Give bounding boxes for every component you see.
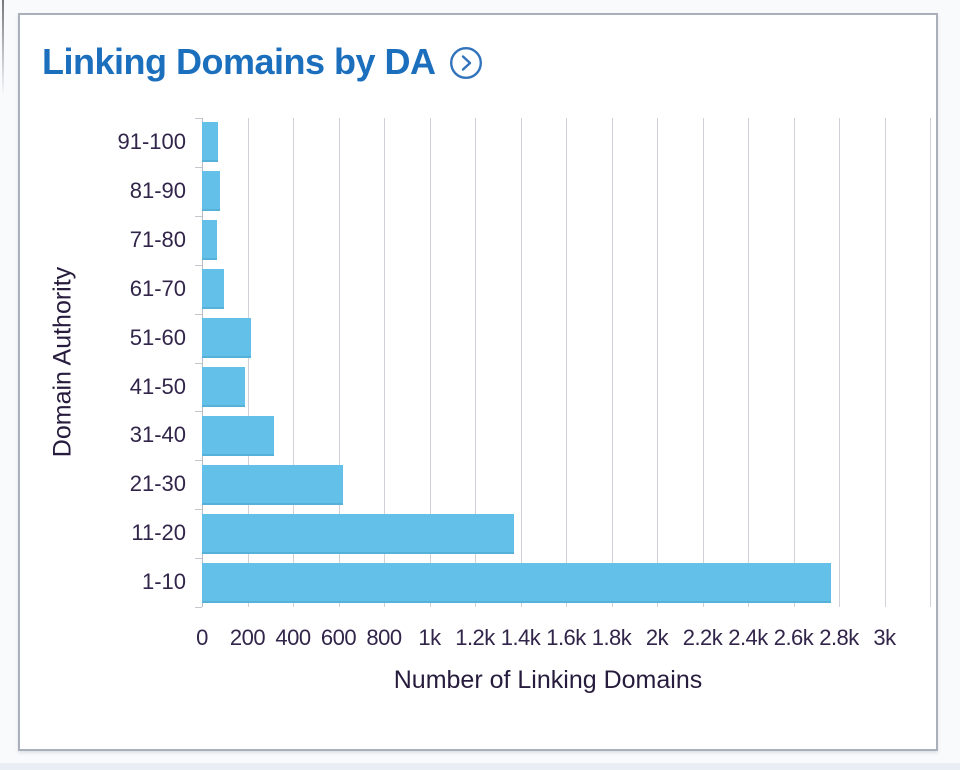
x-tick-label: 2.6k — [773, 625, 814, 650]
bar-71-80[interactable] — [202, 220, 217, 261]
bar-51-60[interactable] — [202, 318, 251, 359]
gridline — [475, 118, 476, 607]
bar-21-30[interactable] — [202, 464, 344, 505]
gridline — [247, 118, 249, 607]
y-tick-label: 31-40 — [129, 422, 186, 448]
y-axis-tick — [195, 558, 202, 560]
x-tick-label: 600 — [320, 625, 357, 650]
x-tick-label: 1.2k — [455, 625, 495, 650]
x-tick-label: 1.4k — [500, 625, 541, 650]
gridline — [384, 118, 385, 607]
x-tick-label: 2.2k — [682, 625, 723, 650]
gridline — [657, 118, 658, 607]
y-axis-line — [202, 118, 203, 607]
y-tick-label: 41-50 — [129, 373, 186, 399]
y-tick-label: 61-70 — [129, 275, 186, 301]
x-axis-tick-labels: 0 200 400 600 800 1k 1.2k 1.4k 1.6k 1.8k 2k 2.2k 2.4… — [196, 625, 930, 651]
bar-41-50[interactable] — [202, 366, 246, 407]
gridline — [611, 118, 613, 607]
bar-11-20[interactable] — [202, 513, 514, 554]
y-axis-tick — [195, 411, 202, 413]
y-axis-tick — [195, 607, 202, 608]
y-axis-tick — [195, 264, 202, 266]
card-header: Linking Domains by DA — [42, 41, 483, 82]
y-axis-tick — [195, 118, 202, 119]
gridline — [748, 118, 749, 607]
x-tick-label: 1.8k — [591, 625, 632, 650]
x-tick-label: 200 — [229, 625, 266, 650]
y-tick-label: 1-10 — [141, 569, 186, 595]
x-tick-label: 3k — [873, 625, 896, 650]
bar-81-90[interactable] — [202, 171, 220, 212]
chevron-right-circle-icon[interactable] — [449, 46, 483, 80]
x-tick-label: 1k — [418, 625, 441, 650]
gridline — [839, 118, 840, 607]
gridline — [520, 118, 522, 607]
y-axis-tick — [195, 166, 202, 168]
bar-91-100[interactable] — [202, 122, 218, 163]
y-tick-label: 71-80 — [129, 226, 186, 252]
x-tick-label: 400 — [275, 625, 311, 650]
gridline — [566, 118, 567, 607]
gridline — [793, 118, 795, 607]
chart-title-link[interactable]: Linking Domains by DA — [42, 41, 436, 82]
bar-31-40[interactable] — [202, 415, 274, 456]
x-tick-label: 2.8k — [819, 625, 859, 650]
y-axis-tick — [195, 509, 202, 511]
left-edge-line — [2, 0, 4, 96]
y-tick-label: 91-100 — [117, 129, 186, 154]
x-tick-label: 0 — [196, 625, 208, 650]
y-axis-tick — [195, 362, 202, 364]
gridline — [930, 118, 931, 607]
y-axis-tick — [195, 460, 202, 462]
x-tick-label: 2k — [645, 625, 669, 650]
bar-61-70[interactable] — [202, 269, 225, 310]
x-tick-label: 800 — [366, 625, 402, 650]
y-tick-label: 21-30 — [129, 471, 186, 497]
x-tick-label: 1.6k — [546, 625, 586, 650]
bottom-strip — [0, 763, 960, 770]
gridline — [702, 118, 704, 607]
y-tick-label: 51-60 — [129, 324, 186, 350]
y-axis-tick — [195, 313, 202, 315]
chart-card: Linking Domains by DA Domain Authority 9… — [18, 13, 938, 751]
gridline — [429, 118, 431, 607]
y-tick-label: 11-20 — [131, 520, 186, 546]
plot-area — [195, 118, 931, 608]
gridline — [884, 118, 886, 607]
x-tick-label: 2.4k — [728, 625, 768, 650]
y-tick-label: 81-90 — [129, 177, 186, 203]
y-axis-tick — [195, 215, 202, 217]
x-axis-title: Number of Linking Domains — [393, 666, 703, 694]
gridline — [338, 118, 340, 607]
bar-1-10[interactable] — [202, 562, 832, 603]
gridline — [293, 118, 294, 607]
